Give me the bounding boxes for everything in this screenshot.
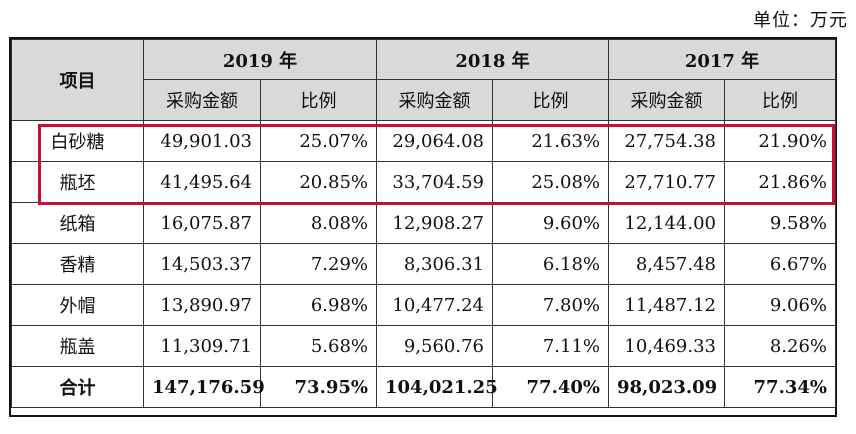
header-ratio-2019: 比例: [260, 79, 377, 121]
row-name: 瓶坯: [11, 161, 144, 203]
row-name: 纸箱: [11, 202, 144, 244]
header-ratio-2018: 比例: [492, 79, 609, 121]
cell-amount-2017: 12,144.00: [608, 202, 725, 244]
cell-amount-2017: 27,754.38: [608, 120, 725, 162]
cell-amount-2019: 41,495.64: [143, 161, 261, 203]
cell-amount-2017: 8,457.48: [608, 243, 725, 285]
table-row: 香精 14,503.37 7.29% 8,306.31 6.18% 8,457.…: [11, 243, 836, 285]
cell-ratio-2019: 6.98%: [260, 284, 377, 326]
cell-ratio-2019: 7.29%: [260, 243, 377, 285]
header-year-2019: 2019 年: [143, 39, 377, 80]
cell-ratio-2017: 77.34%: [724, 366, 836, 408]
cell-ratio-2019: 25.07%: [260, 120, 377, 162]
cell-ratio-2019: 73.95%: [260, 366, 377, 408]
cell-ratio-2018: 6.18%: [492, 243, 609, 285]
header-item: 项目: [11, 39, 144, 121]
cell-amount-2017: 11,487.12: [608, 284, 725, 326]
header-amount-2019: 采购金额: [143, 79, 261, 121]
cell-ratio-2019: 5.68%: [260, 325, 377, 367]
cell-amount-2018: 29,064.08: [376, 120, 493, 162]
table-row: 外帽 13,890.97 6.98% 10,477.24 7.80% 11,48…: [11, 284, 836, 326]
cell-ratio-2018: 21.63%: [492, 120, 609, 162]
unit-label: 单位：万元: [753, 10, 848, 31]
cell-amount-2019: 14,503.37: [143, 243, 261, 285]
header-ratio-2017: 比例: [724, 79, 836, 121]
cell-ratio-2017: 6.67%: [724, 243, 836, 285]
row-name-total: 合计: [11, 366, 144, 408]
cell-amount-2019: 16,075.87: [143, 202, 261, 244]
cell-amount-2018: 9,560.76: [376, 325, 493, 367]
cell-amount-2019: 11,309.71: [143, 325, 261, 367]
cell-ratio-2017: 9.58%: [724, 202, 836, 244]
cell-ratio-2018: 25.08%: [492, 161, 609, 203]
table-row: 纸箱 16,075.87 8.08% 12,908.27 9.60% 12,14…: [11, 202, 836, 244]
procurement-table-grid: 项目 2019 年 2018 年 2017 年 采购金额 比例 采购金额 比例 …: [11, 39, 836, 408]
cell-amount-2018: 12,908.27: [376, 202, 493, 244]
table-row-total: 合计 147,176.59 73.95% 104,021.25 77.40% 9…: [11, 366, 836, 408]
row-name: 瓶盖: [11, 325, 144, 367]
row-name: 香精: [11, 243, 144, 285]
cell-amount-2017: 10,469.33: [608, 325, 725, 367]
table-row: 瓶坯 41,495.64 20.85% 33,704.59 25.08% 27,…: [11, 161, 836, 203]
cell-amount-2019: 13,890.97: [143, 284, 261, 326]
cell-ratio-2017: 8.26%: [724, 325, 836, 367]
cell-amount-2017: 98,023.09: [608, 366, 725, 408]
cell-ratio-2018: 77.40%: [492, 366, 609, 408]
header-year-2017: 2017 年: [608, 39, 836, 80]
cell-ratio-2018: 9.60%: [492, 202, 609, 244]
row-name: 外帽: [11, 284, 144, 326]
table-row: 白砂糖 49,901.03 25.07% 29,064.08 21.63% 27…: [11, 120, 836, 162]
header-year-2018: 2018 年: [376, 39, 609, 80]
header-amount-2018: 采购金额: [376, 79, 493, 121]
procurement-table: 项目 2019 年 2018 年 2017 年 采购金额 比例 采购金额 比例 …: [9, 37, 837, 417]
cell-ratio-2017: 21.86%: [724, 161, 836, 203]
cell-ratio-2019: 20.85%: [260, 161, 377, 203]
cell-amount-2019: 49,901.03: [143, 120, 261, 162]
cell-ratio-2019: 8.08%: [260, 202, 377, 244]
cell-amount-2018: 10,477.24: [376, 284, 493, 326]
header-amount-2017: 采购金额: [608, 79, 725, 121]
cell-amount-2018: 8,306.31: [376, 243, 493, 285]
row-name: 白砂糖: [11, 120, 144, 162]
cell-ratio-2017: 21.90%: [724, 120, 836, 162]
cell-ratio-2018: 7.80%: [492, 284, 609, 326]
cell-ratio-2018: 7.11%: [492, 325, 609, 367]
cell-amount-2017: 27,710.77: [608, 161, 725, 203]
table-row: 瓶盖 11,309.71 5.68% 9,560.76 7.11% 10,469…: [11, 325, 836, 367]
cell-amount-2018: 104,021.25: [376, 366, 498, 408]
cell-amount-2019: 147,176.59: [143, 366, 265, 408]
cell-ratio-2017: 9.06%: [724, 284, 836, 326]
cell-amount-2018: 33,704.59: [376, 161, 493, 203]
